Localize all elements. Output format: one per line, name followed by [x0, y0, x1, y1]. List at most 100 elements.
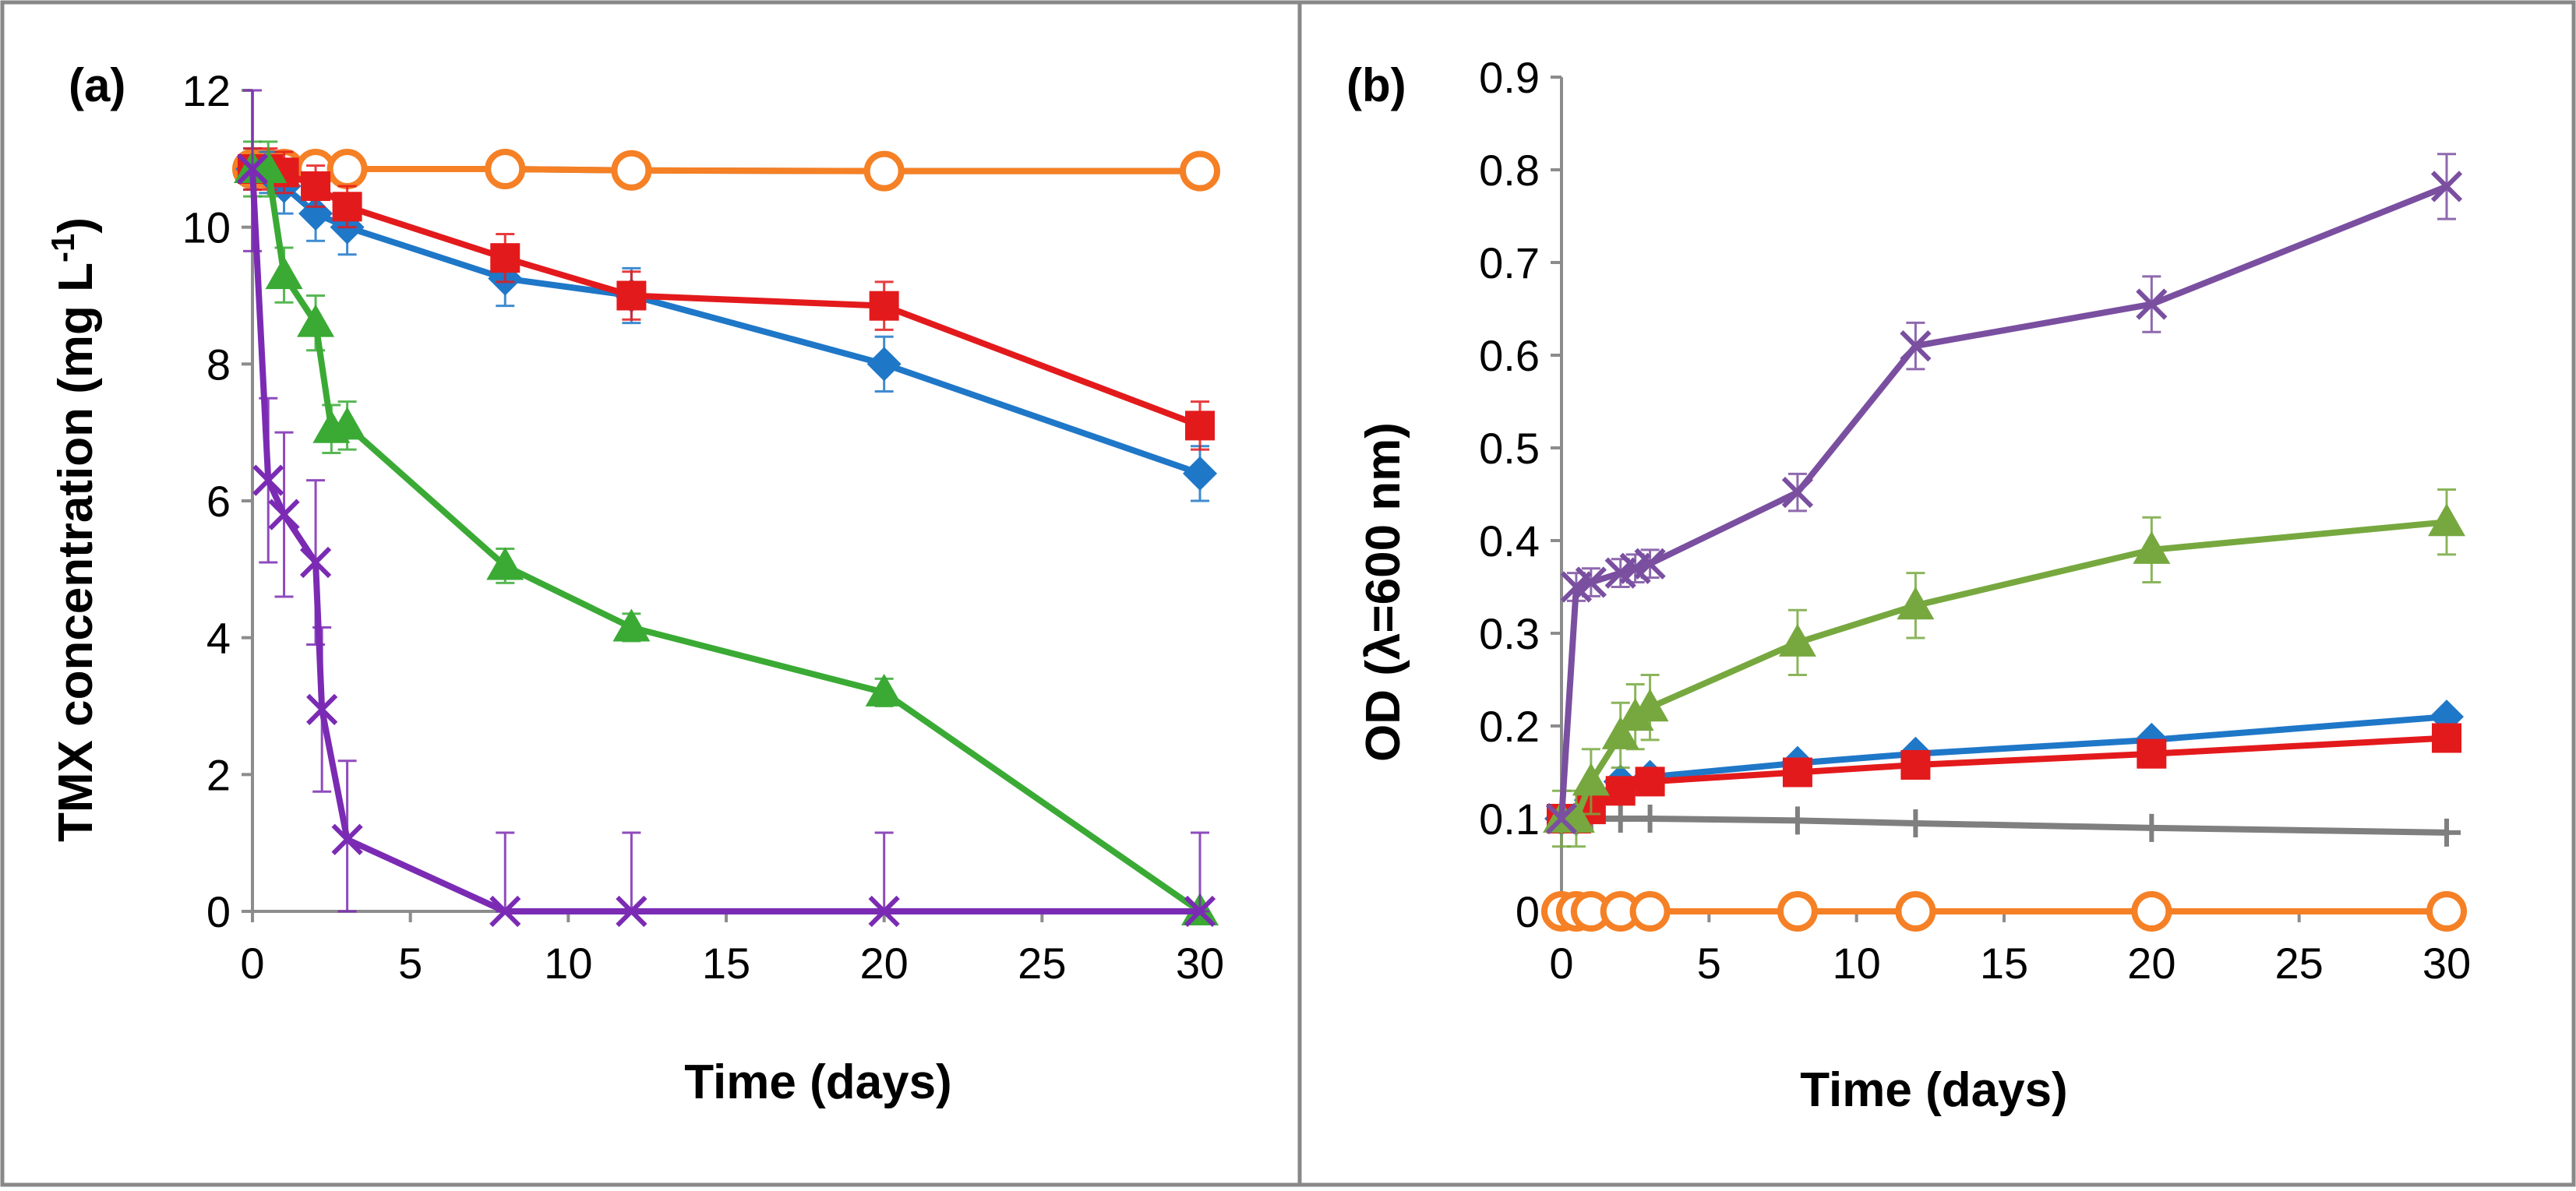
panel-a-y-tick-label: 10: [182, 203, 231, 252]
panel-b-data-point: [2136, 288, 2168, 320]
panel-b-data-point: [2428, 503, 2465, 537]
panel-b-y-tick-label: 0.5: [1479, 424, 1540, 473]
panel-a-x-tick-label: 20: [860, 939, 909, 988]
panel-b-data-point: [1777, 891, 1818, 932]
panel-a-frame: [0, 0, 1302, 1187]
panel-a-data-point: [332, 192, 362, 222]
panel-a-plot: 0 2 4 6 8 10 12 0 5 10 15 20 25 30: [182, 66, 1224, 988]
panel-a-data-point: [1184, 895, 1216, 928]
panel-b-data-point: [2133, 530, 2171, 564]
panel-b-data-point: [1778, 623, 1816, 657]
panel-b-data-point: [1631, 689, 1669, 722]
panel-a-x-tick-label: 30: [1176, 939, 1224, 988]
panel-a-data-point: [866, 347, 902, 382]
panel-a-data-point: [486, 547, 524, 580]
panel-b-data-point: [1900, 329, 1932, 362]
panel-a-data-point: [252, 464, 284, 496]
panel-a-data-point: [1185, 411, 1215, 441]
panel-a-data-point: [1180, 150, 1220, 192]
panel-a-data-point: [1183, 456, 1217, 491]
panel-b-x-tick-label: 5: [1697, 939, 1721, 988]
panel-a-data-point: [868, 895, 900, 928]
panel-b-x-tick-label: 20: [2127, 939, 2175, 988]
panel-a-ylabel-sup: -1: [44, 234, 81, 263]
panel-b-data-point: [1782, 757, 1812, 788]
panel-a-x-tick-label: 5: [398, 939, 422, 988]
panel-b-y-tick-label: 0.6: [1479, 331, 1540, 380]
panel-a-series-purple-crosses: [236, 89, 1216, 928]
panel-b-y-tick-label: 0.3: [1479, 609, 1540, 658]
panel-b-series-orange-open-circles: [1541, 891, 2467, 932]
panel-a-ylabel-close: ): [49, 217, 103, 234]
panel-b-data-point: [1601, 716, 1639, 749]
panel-a-data-point: [331, 823, 363, 855]
panel-b-xlabel: Time (days): [1800, 1063, 2067, 1117]
panel-b-y-tick-label: 0.7: [1479, 238, 1540, 287]
panel-a-data-point: [616, 895, 648, 928]
panel-b-data-point: [2433, 818, 2461, 847]
panel-a-data-point: [489, 895, 521, 928]
panel-b-label: (b): [1346, 59, 1406, 111]
panel-b-x-tick-label: 0: [1549, 939, 1573, 988]
panel-a-ylabel: TMX concentration (mg L-1): [44, 217, 104, 842]
panel-a-data-point: [869, 291, 899, 321]
panel-b-plot: 0 0.1 0.2 0.3 0.4 0.5 0.6 0.7 0.8 0.9 0 5 10 15 20 25 30: [1479, 53, 2471, 988]
panel-a-data-point: [326, 149, 368, 190]
panel-b-y-tick-label: 0.1: [1479, 795, 1540, 844]
panel-b-y-tick-label: 0.9: [1479, 53, 1540, 102]
panel-a-data-point: [298, 196, 333, 231]
panel-a-data-point: [268, 499, 300, 530]
panel-b-data-point: [1636, 805, 1664, 833]
panel-a-xlabel: Time (days): [684, 1055, 951, 1109]
panel-a-data-point: [297, 304, 335, 337]
panel-b-data-point: [2137, 738, 2167, 769]
panel-b-x-tick-label: 30: [2422, 939, 2471, 988]
panel-a-y-tick-label: 8: [206, 340, 231, 389]
panel-a-x-tick-label: 25: [1018, 939, 1066, 988]
panel-b-data-point: [1634, 548, 1666, 580]
panel-b-data-point: [1572, 763, 1610, 796]
panel-b-y-tick-label: 0: [1516, 887, 1540, 936]
panel-b-data-point: [1575, 566, 1607, 598]
panel-b-data-point: [2430, 171, 2463, 203]
panel-a-x-tick-label: 0: [240, 939, 264, 988]
panel-b-data-point: [1781, 476, 1814, 509]
panel-b-x-tick-label: 10: [1833, 939, 1881, 988]
panel-a-data-point: [865, 673, 903, 706]
panel-b-series-purple-crosses: [1545, 153, 2463, 835]
panel-a-ylabel-main: TMX concentration (mg L: [49, 263, 103, 842]
panel-a-y-tick-label: 4: [206, 614, 231, 663]
panel-a-data-point: [611, 150, 652, 191]
panel-a-x-tick-label: 15: [702, 939, 750, 988]
panel-a-label: (a): [69, 59, 125, 111]
panel-b-ylabel: OD (λ=600 nm): [1357, 422, 1410, 762]
panel-b-data-point: [1545, 802, 1578, 835]
panel-a-y-tick-label: 12: [182, 66, 231, 115]
panel-b-y-tick-label: 0.2: [1479, 702, 1540, 751]
panel-b-y-tick-label: 0.8: [1479, 146, 1540, 195]
panel-a-x-tick-label: 10: [544, 939, 592, 988]
panel-b-data-point: [1901, 809, 1930, 837]
panel-a-y-tick-label: 0: [206, 887, 231, 936]
panel-a-data-point: [328, 407, 366, 440]
panel-b-data-point: [1605, 776, 1636, 806]
panel-a-y-tick-label: 2: [206, 750, 231, 799]
panel-a-data-point: [612, 608, 651, 642]
panel-b-data-point: [1783, 806, 1812, 835]
panel-a-data-point: [301, 171, 331, 201]
panel-b-data-point: [2426, 891, 2467, 932]
panel-a-data-point: [490, 243, 520, 273]
panel-b-data-point: [1635, 766, 1665, 797]
panel-b-frame: [1297, 0, 2576, 1187]
panel-a-series-line: [252, 166, 1200, 174]
panel-b-series-green-triangles: [1543, 488, 2465, 848]
panel-b-data-point: [1616, 698, 1654, 731]
panel-a-data-point: [236, 153, 269, 185]
panel-b-data-point: [1629, 891, 1671, 932]
panel-b-data-point: [1895, 891, 1936, 932]
panel-b-x-tick-label: 25: [2275, 939, 2324, 988]
panel-b-series-line: [1558, 183, 2448, 819]
panel-a-data-point: [863, 150, 905, 192]
panel-a-series-line: [249, 168, 1200, 914]
